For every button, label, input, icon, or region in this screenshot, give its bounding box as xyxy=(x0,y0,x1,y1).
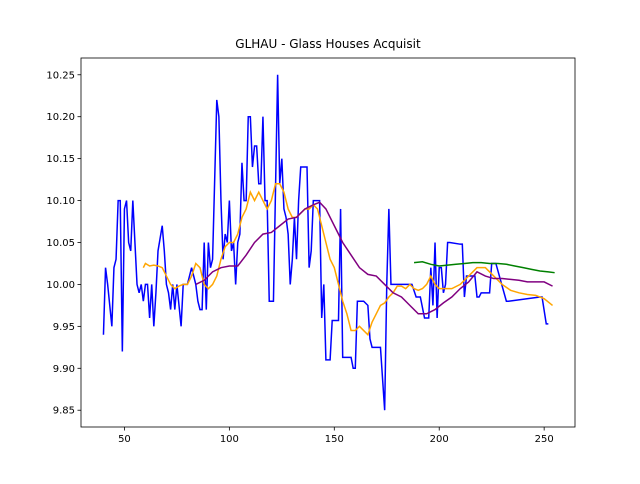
x-tick-label: 50 xyxy=(118,434,131,445)
y-tick-label: 10.25 xyxy=(46,70,75,81)
line-series xyxy=(142,183,554,337)
y-tick-label: 10.15 xyxy=(46,154,75,165)
x-tick-label: 150 xyxy=(325,434,344,445)
y-tick-label: 10.20 xyxy=(46,112,75,123)
line-series xyxy=(102,74,549,411)
y-tick-label: 9.95 xyxy=(53,322,75,333)
x-tick-label: 100 xyxy=(220,434,239,445)
y-tick-label: 10.00 xyxy=(46,280,75,291)
y-tick-label: 10.10 xyxy=(46,196,75,207)
x-tick-label: 250 xyxy=(535,434,554,445)
line-series xyxy=(195,201,553,315)
x-tick-label: 200 xyxy=(430,434,449,445)
chart-title: GLHAU - Glass Houses Acquisit xyxy=(235,37,421,51)
y-tick-label: 9.90 xyxy=(53,364,75,375)
y-tick-label: 10.05 xyxy=(46,238,75,249)
line-series xyxy=(413,261,555,274)
y-tick-label: 9.85 xyxy=(53,406,75,417)
